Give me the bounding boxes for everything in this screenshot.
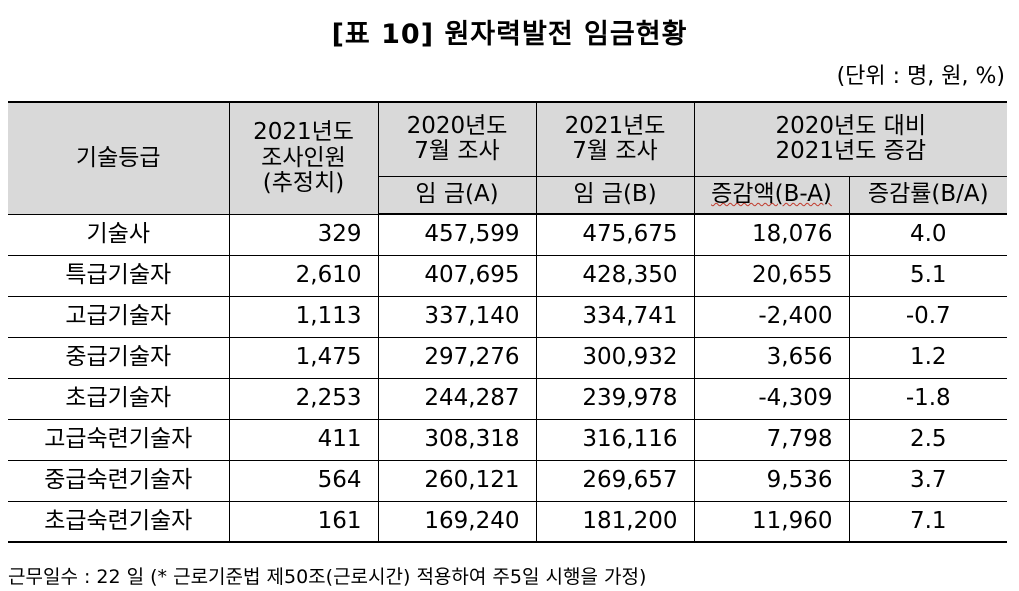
cell-wage-b: 334,741	[535, 295, 695, 338]
table-row: 중급숙련기술자 564 260,121 269,657 9,536 3.7	[8, 459, 1008, 502]
header-change-line1: 2020년도 대비	[775, 112, 926, 139]
cell-wage-a: 297,276	[377, 336, 537, 379]
footnote: 근무일수 : 22 일 (* 근로기준법 제50조(근로시간) 적용하여 주5일…	[8, 566, 647, 588]
cell-rate: 5.1	[848, 254, 1008, 297]
cell-grade: 중급기술자	[8, 336, 230, 379]
cell-grade: 특급기술자	[8, 254, 230, 297]
cell-count: 2,610	[228, 254, 379, 297]
cell-count: 329	[228, 213, 379, 256]
cell-wage-a: 260,121	[377, 459, 537, 502]
header-2021-line2: 7월 조사	[572, 138, 658, 165]
cell-wage-a: 169,240	[377, 500, 537, 543]
table-row: 기술사 329 457,599 475,675 18,076 4.0	[8, 213, 1008, 256]
table-row: 초급숙련기술자 161 169,240 181,200 11,960 7.1	[8, 500, 1008, 543]
cell-diff: 3,656	[693, 336, 850, 379]
cell-wage-a: 308,318	[377, 418, 537, 461]
cell-diff: -2,400	[693, 295, 850, 338]
header-change-line2: 2021년도 증감	[775, 138, 926, 165]
cell-rate: 7.1	[848, 500, 1008, 543]
cell-wage-b: 428,350	[535, 254, 695, 297]
table-row: 고급숙련기술자 411 308,318 316,116 7,798 2.5	[8, 418, 1008, 461]
header-grade-label: 기술등급	[75, 144, 161, 171]
cell-rate: 3.7	[848, 459, 1008, 502]
cell-diff: 9,536	[693, 459, 850, 502]
cell-wage-b: 475,675	[535, 213, 695, 256]
header-survey-count-line1: 2021년도	[253, 119, 354, 146]
header-diff-rate: 증감률(B/A)	[848, 175, 1008, 215]
cell-wage-b: 269,657	[535, 459, 695, 502]
cell-count: 161	[228, 500, 379, 543]
cell-count: 2,253	[228, 377, 379, 420]
table-title: [표 10] 원자력발전 임금현황	[331, 19, 688, 50]
header-2021: 2021년도 7월 조사	[535, 101, 695, 177]
cell-grade: 초급숙련기술자	[8, 500, 230, 543]
header-diff-amount: 증감액(B-A)	[693, 175, 850, 215]
cell-diff: -4,309	[693, 377, 850, 420]
cell-wage-b: 300,932	[535, 336, 695, 379]
cell-rate: 1.2	[848, 336, 1008, 379]
header-wage-a: 임 금(A)	[377, 175, 537, 215]
cell-wage-a: 407,695	[377, 254, 537, 297]
table-row: 고급기술자 1,113 337,140 334,741 -2,400 -0.7	[8, 295, 1008, 338]
table-row: 중급기술자 1,475 297,276 300,932 3,656 1.2	[8, 336, 1008, 379]
cell-rate: 4.0	[848, 213, 1008, 256]
cell-diff: 7,798	[693, 418, 850, 461]
cell-diff: 20,655	[693, 254, 850, 297]
cell-grade: 고급기술자	[8, 295, 230, 338]
header-survey-count-line3: (추정치)	[262, 169, 345, 196]
unit-note: (단위 : 명, 원, %)	[836, 64, 1005, 89]
header-diff-amount-label: 증감액(B-A)	[711, 181, 832, 208]
header-grade: 기술등급	[8, 101, 230, 215]
cell-wage-b: 181,200	[535, 500, 695, 543]
cell-count: 564	[228, 459, 379, 502]
cell-grade: 초급기술자	[8, 377, 230, 420]
cell-grade: 기술사	[8, 213, 230, 256]
cell-wage-a: 457,599	[377, 213, 537, 256]
header-survey-count: 2021년도 조사인원 (추정치)	[228, 101, 379, 215]
cell-wage-b: 316,116	[535, 418, 695, 461]
cell-wage-a: 244,287	[377, 377, 537, 420]
cell-diff: 18,076	[693, 213, 850, 256]
table-row: 초급기술자 2,253 244,287 239,978 -4,309 -1.8	[8, 377, 1008, 420]
cell-rate: -1.8	[848, 377, 1008, 420]
header-2020-line1: 2020년도	[406, 112, 508, 139]
cell-grade: 중급숙련기술자	[8, 459, 230, 502]
header-survey-count-line2: 조사인원	[261, 144, 346, 171]
cell-wage-a: 337,140	[377, 295, 537, 338]
header-2020-line2: 7월 조사	[414, 138, 500, 165]
cell-grade: 고급숙련기술자	[8, 418, 230, 461]
cell-count: 1,475	[228, 336, 379, 379]
cell-count: 1,113	[228, 295, 379, 338]
header-wage-b: 임 금(B)	[535, 175, 695, 215]
cell-count: 411	[228, 418, 379, 461]
cell-diff: 11,960	[693, 500, 850, 543]
header-2021-line1: 2021년도	[564, 112, 666, 139]
header-change: 2020년도 대비 2021년도 증감	[693, 101, 1008, 177]
cell-rate: -0.7	[848, 295, 1008, 338]
header-2020: 2020년도 7월 조사	[377, 101, 537, 177]
table-row: 특급기술자 2,610 407,695 428,350 20,655 5.1	[8, 254, 1008, 297]
cell-rate: 2.5	[848, 418, 1008, 461]
cell-wage-b: 239,978	[535, 377, 695, 420]
wage-table: 기술등급 2021년도 조사인원 (추정치) 2020년도 7월 조사 2021…	[8, 101, 1008, 543]
